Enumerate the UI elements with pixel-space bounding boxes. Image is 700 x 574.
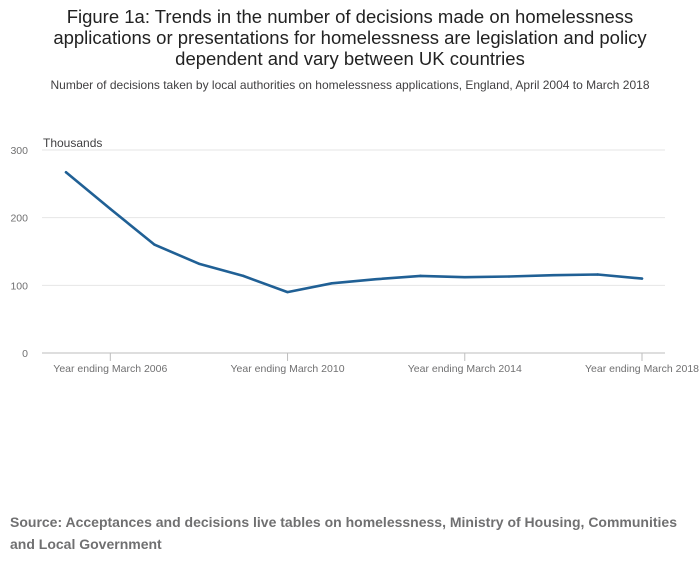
y-tick-label: 100 — [10, 280, 28, 292]
data-point — [596, 273, 599, 276]
y-tick-label: 0 — [22, 348, 28, 360]
chart-title: Figure 1a: Trends in the number of decis… — [53, 6, 647, 69]
series-layer — [64, 171, 644, 294]
data-point — [197, 262, 201, 265]
data-point — [109, 207, 112, 211]
data-point — [419, 274, 422, 278]
y-axis-label: Thousands — [43, 136, 102, 150]
y-tick-label: 200 — [10, 213, 28, 225]
x-tick-label: Year ending March 2018 — [585, 363, 699, 375]
axes: 0 100 200 300 Year ending March 2006 Year end… — [10, 145, 699, 375]
line-chart: 0 100 200 300 Year ending March 2006 Year end… — [10, 136, 699, 375]
y-tick-label: 300 — [10, 145, 28, 157]
data-point — [640, 277, 644, 280]
data-point — [507, 275, 511, 278]
x-tick-label: Year ending March 2010 — [231, 363, 345, 375]
data-point — [374, 278, 378, 281]
data-point — [552, 273, 555, 277]
grid-lines — [42, 149, 665, 354]
x-tick-label: Year ending March 2006 — [53, 363, 167, 375]
data-point — [463, 276, 466, 279]
data-point — [242, 274, 245, 278]
data-point — [286, 290, 289, 294]
source-note: Source: Acceptances and decisions live t… — [10, 514, 677, 552]
chart-subtitle: Number of decisions taken by local autho… — [50, 78, 650, 92]
series-line — [64, 171, 644, 294]
data-point — [64, 171, 68, 174]
x-tick-label: Year ending March 2014 — [408, 363, 522, 375]
data-point — [330, 282, 334, 285]
data-point — [153, 243, 156, 246]
